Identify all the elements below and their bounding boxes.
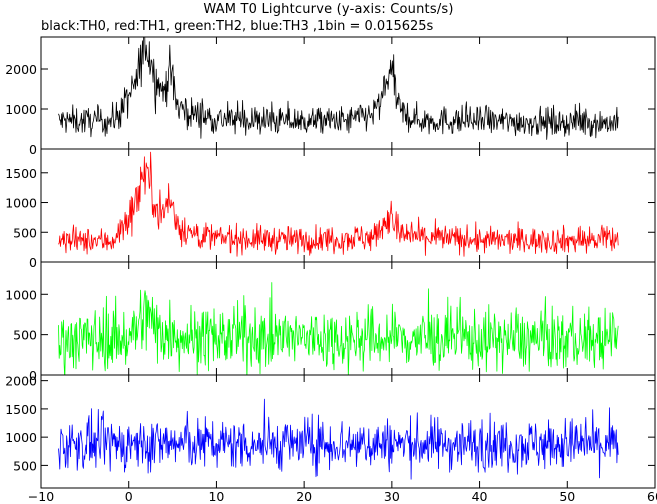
- y-tick-label: 500: [13, 328, 37, 343]
- panel-th1: 0 500 1000 1500: [5, 148, 656, 270]
- y-tick-label: 2000: [5, 374, 37, 389]
- panel-frame: [40, 374, 656, 489]
- y-tick-label: 1000: [5, 196, 37, 211]
- y-tick-label: 1000: [5, 102, 37, 117]
- y-tick-label: 1500: [5, 166, 37, 181]
- series-line-th1: [58, 151, 619, 257]
- panel-th0: 0 1000 2000: [5, 36, 656, 157]
- chart-title: WAM T0 Lightcurve (y-axis: Counts/s): [203, 2, 454, 17]
- x-tick-label: −10: [28, 489, 54, 504]
- y-tick-label: 2000: [5, 62, 37, 77]
- y-tick-label: 500: [13, 458, 37, 473]
- panel-th3: 500 1000 1500 2000: [5, 374, 656, 489]
- series-line-th2: [58, 282, 619, 375]
- y-tick-label: 0: [29, 142, 37, 157]
- chart-subtitle: black:TH0, red:TH1, green:TH2, blue:TH3 …: [41, 19, 434, 34]
- series-line-th0: [58, 37, 619, 140]
- x-tick-label: 10: [208, 489, 224, 504]
- x-tick-label: 0: [125, 489, 133, 504]
- series-line-th3: [58, 398, 619, 480]
- panel-frame: [40, 36, 656, 150]
- x-tick-label: 40: [472, 489, 488, 504]
- y-tick-label: 1000: [5, 287, 37, 302]
- x-tick-label: 60: [647, 489, 657, 504]
- x-axis: −10 0 10 20 30 40 50 60: [28, 489, 657, 504]
- x-tick-label: 30: [384, 489, 400, 504]
- x-tick-label: 20: [296, 489, 312, 504]
- y-tick-label: 500: [13, 225, 37, 240]
- panel-th2: 0 500 1000: [5, 261, 656, 383]
- x-tick-label: 50: [559, 489, 575, 504]
- y-tick-label: 0: [29, 255, 37, 270]
- y-tick-label: 1000: [5, 430, 37, 445]
- y-tick-label: 0: [29, 368, 37, 383]
- y-tick-label: 1500: [5, 402, 37, 417]
